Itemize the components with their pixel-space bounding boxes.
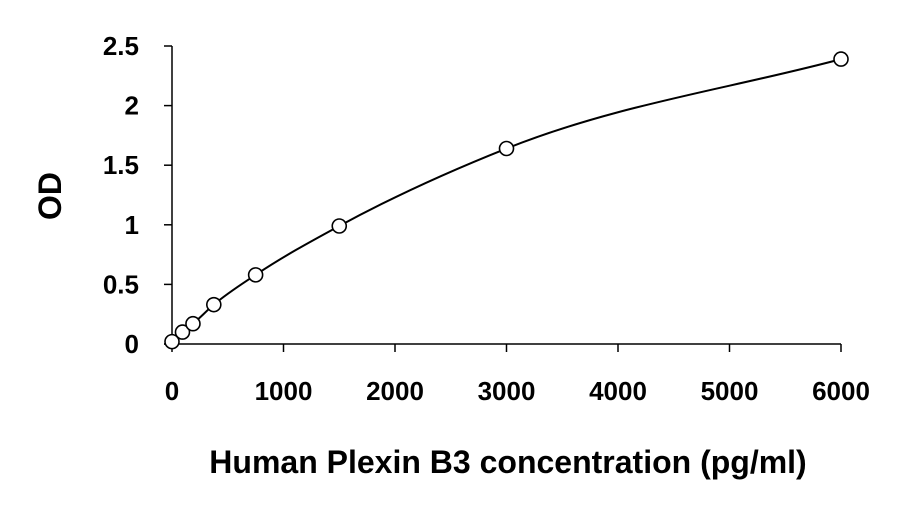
- x-tick-label: 3000: [478, 376, 536, 406]
- y-tick-label: 2: [125, 91, 139, 121]
- y-axis-title: OD: [32, 172, 68, 220]
- x-axis-title: Human Plexin B3 concentration (pg/ml): [209, 444, 806, 480]
- x-tick-label: 1000: [255, 376, 313, 406]
- axis-ticks: [164, 45, 842, 352]
- x-tick-label: 6000: [812, 376, 870, 406]
- y-tick-label: 0.5: [103, 269, 139, 299]
- data-point: [206, 296, 222, 313]
- x-tick-label: 2000: [366, 376, 424, 406]
- y-tick-label: 2.5: [103, 31, 139, 61]
- data-point: [498, 140, 515, 157]
- x-tick-label: 5000: [701, 376, 759, 406]
- fit-curve-layer: [171, 58, 842, 343]
- data-point: [164, 333, 180, 350]
- data-points: [164, 51, 849, 350]
- data-point: [185, 315, 201, 332]
- axes: [164, 46, 841, 345]
- data-point: [174, 324, 191, 340]
- y-tick-label: 0: [125, 329, 139, 359]
- data-point: [833, 51, 849, 67]
- x-tick-label: 0: [165, 376, 179, 406]
- data-point: [331, 218, 348, 234]
- fit-curve: [171, 58, 842, 343]
- y-tick-label: 1.5: [103, 150, 139, 180]
- y-tick-label: 1: [125, 210, 139, 240]
- data-point: [247, 267, 264, 283]
- tick-labels: 0 0.5 1 1.5 2 2.5 0 1000 2000 3000 4000 5000 6000: [103, 31, 870, 406]
- x-tick-label: 4000: [589, 376, 647, 406]
